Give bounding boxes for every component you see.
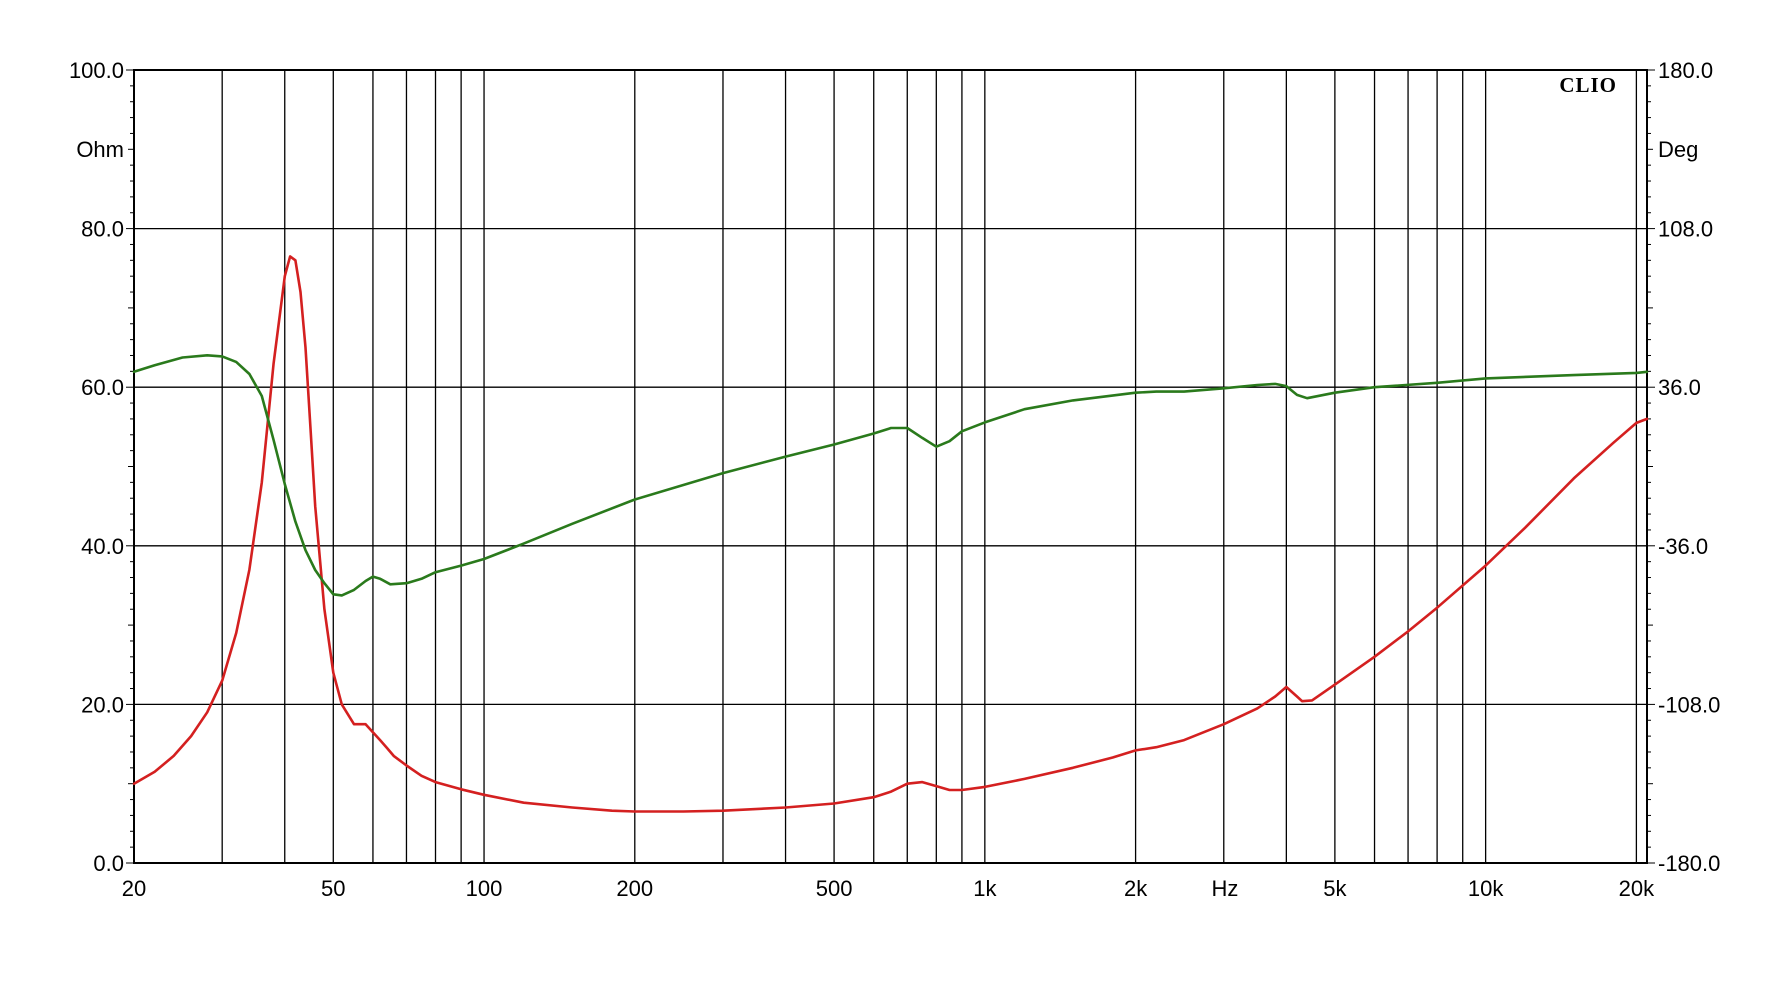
impedance-curve [132,255,1649,813]
x-tick-label: 20k [1619,876,1655,901]
y-left-tick-labels: 0.0 20.0 40.0 60.0 80.0 100.0 [69,58,124,876]
x-tick-label: 50 [321,876,345,901]
x-tick-label: 100 [466,876,503,901]
phase-curve [132,354,1649,597]
y-left-tick-label: 100.0 [69,58,124,83]
y-left-unit-label: Ohm [76,137,124,162]
x-unit-label: Hz [1212,876,1239,901]
x-tick-label: 5k [1323,876,1347,901]
y-right-tick-label: -108.0 [1658,692,1720,717]
y-right-tick-label: 180.0 [1658,58,1713,83]
x-tick-label: 2k [1124,876,1148,901]
y-right-tick-label: -36.0 [1658,534,1708,559]
y-right-tick-label: -180.0 [1658,851,1720,876]
clio-brand-label: CLIO [1559,73,1617,97]
plot-frame [133,69,1648,864]
x-tick-labels: 20 50 100 200 500 1k 2k 5k 10k 20k [122,876,1655,901]
y-left-tick-label: 40.0 [81,534,124,559]
y-left-tick-label: 20.0 [81,692,124,717]
x-tick-label: 10k [1468,876,1504,901]
y-right-tick-label: 36.0 [1658,375,1701,400]
x-tick-label: 1k [973,876,997,901]
y-left-tick-label: 0.0 [93,851,124,876]
x-tick-label: 20 [122,876,146,901]
y-right-tick-label: 108.0 [1658,217,1713,242]
y-right-unit-label: Deg [1658,137,1698,162]
series-group [132,255,1649,813]
y-left-tick-label: 80.0 [81,217,124,242]
x-tick-label: 200 [616,876,653,901]
x-tick-label: 500 [816,876,853,901]
y-right-tick-labels: -180.0 -108.0 -36.0 36.0 108.0 180.0 [1658,58,1720,876]
grid [126,69,1655,864]
y-left-tick-label: 60.0 [81,375,124,400]
